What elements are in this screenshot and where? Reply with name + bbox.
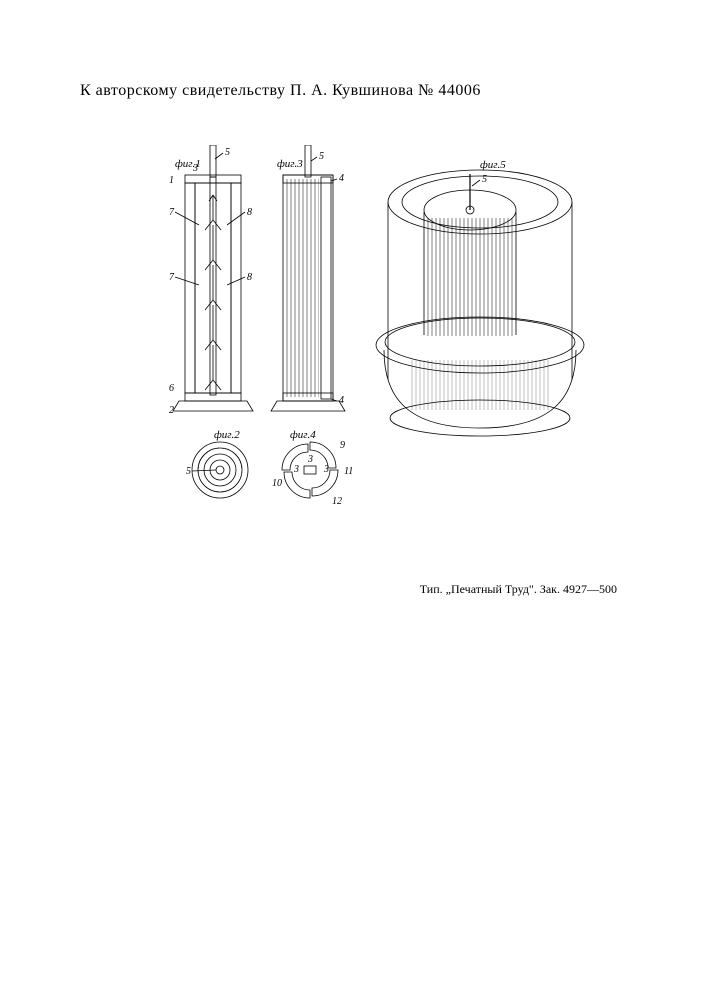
fig2-label: фиг.2: [214, 429, 240, 441]
fig3-c4b: 4: [339, 395, 344, 406]
fig5-label: фиг.5: [480, 159, 506, 171]
fig5-c5: 5: [482, 174, 487, 185]
fig2: фиг.2 5: [186, 429, 248, 498]
fig1-c7a: 7: [169, 207, 175, 218]
fig3: фиг.3 5 4 4: [271, 145, 345, 411]
fig4-c10: 10: [272, 478, 282, 489]
fig1-c8a: 8: [247, 207, 252, 218]
fig1-c3: 3: [192, 163, 198, 174]
fig1-c8b: 8: [247, 272, 252, 283]
footer-text: Тип. „Печатный Труд". Зак. 4927—500: [420, 582, 617, 597]
fig1-c5: 5: [225, 147, 230, 158]
fig1-c6: 6: [169, 383, 174, 394]
fig4: фиг.4 9 11 12 10 3 3 3: [272, 429, 353, 507]
fig2-c5: 5: [186, 466, 191, 477]
fig1-c1: 1: [169, 175, 174, 186]
figure-plate: фиг.1 1 7 7 6 2 8: [155, 145, 595, 545]
fig3-c4a: 4: [339, 173, 344, 184]
fig1-c2: 2: [169, 405, 174, 416]
fig4-c11: 11: [344, 466, 353, 477]
fig4-c9: 9: [340, 440, 345, 451]
fig1-c7b: 7: [169, 272, 175, 283]
fig4-c3c: 3: [307, 454, 313, 465]
fig1: фиг.1 1 7 7 6 2 8: [169, 145, 253, 416]
fig4-label: фиг.4: [290, 429, 316, 441]
fig4-c3b: 3: [323, 464, 329, 475]
fig5: фиг.5 5: [376, 159, 584, 436]
fig4-c12: 12: [332, 496, 342, 507]
fig3-label: фиг.3: [277, 158, 303, 170]
fig3-c5: 5: [319, 151, 324, 162]
fig4-c3a: 3: [293, 464, 299, 475]
header-text: К авторскому свидетельству П. А. Кувшино…: [80, 82, 647, 100]
